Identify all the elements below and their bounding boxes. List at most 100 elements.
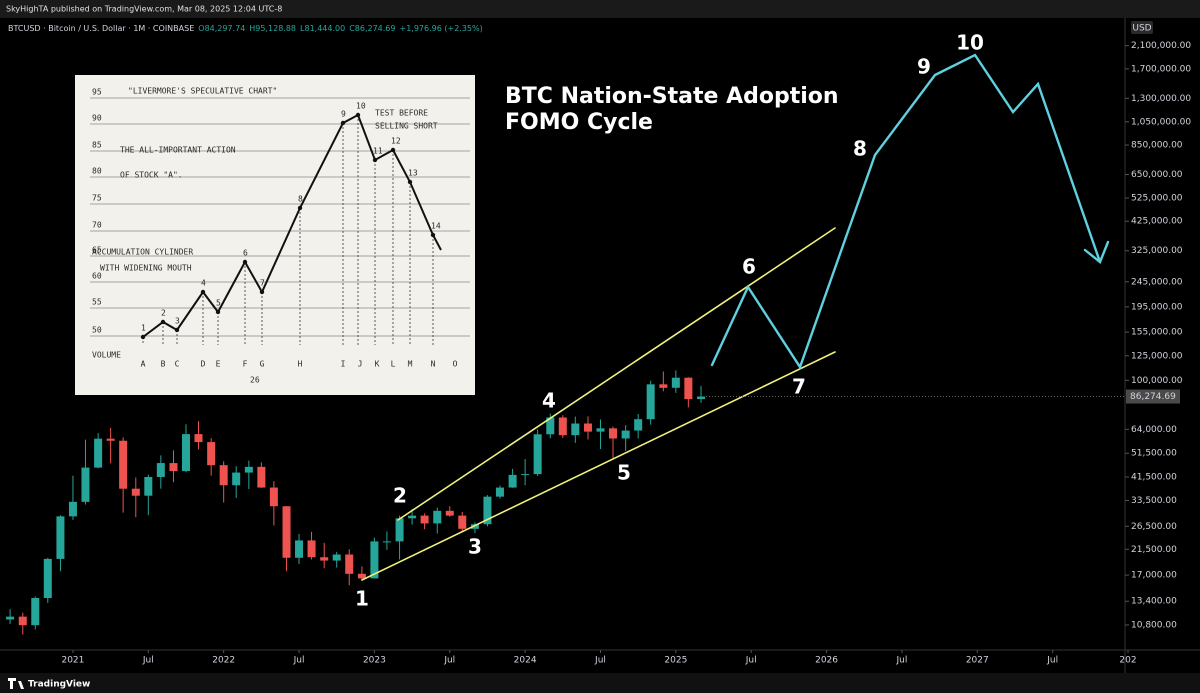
annotations — [361, 53, 1110, 581]
ohlc-value: C86,274.69 — [349, 24, 395, 33]
inset-letter: N — [431, 360, 436, 369]
inset-point — [200, 289, 206, 295]
inset-paper — [75, 75, 475, 395]
currency: USD — [1132, 24, 1151, 34]
inset-level: 75 — [92, 194, 102, 203]
inset-note: ACCUMULATION CYLINDER — [92, 248, 193, 257]
candle-body — [357, 573, 366, 579]
y-tick-label: 10,800.00 — [1131, 620, 1177, 630]
inset-letter: D — [201, 360, 206, 369]
inset-level: 80 — [92, 167, 102, 176]
candle-body — [445, 510, 454, 516]
inset-letter: I — [341, 360, 346, 369]
x-tick-label: Jul — [1046, 656, 1058, 666]
candle-body — [194, 434, 203, 443]
brand-logo — [8, 678, 24, 689]
candle-body — [571, 423, 580, 436]
candle-body — [533, 434, 542, 475]
candle-body — [320, 557, 329, 561]
candle-body — [269, 487, 278, 507]
y-tick-label: 13,400.00 — [1131, 597, 1177, 607]
y-tick-label: 425,000.00 — [1131, 217, 1183, 227]
wave-label: 4 — [542, 389, 556, 413]
bottom-bar — [0, 673, 1200, 693]
wave-label: 5 — [617, 461, 631, 485]
inset-point-label: 13 — [408, 169, 418, 178]
inset-point-label: 1 — [141, 324, 146, 333]
candle-body — [621, 430, 630, 439]
candle-body — [420, 515, 429, 524]
candle-body — [370, 541, 379, 579]
wave-label: 3 — [468, 535, 482, 559]
inset-page: 26 — [250, 376, 260, 385]
candle-body — [495, 487, 504, 497]
candle-body — [119, 440, 128, 489]
y-tick-label: 51,500.00 — [1131, 449, 1177, 459]
inset-point-label: 5 — [216, 299, 221, 308]
y-tick-label: 850,000.00 — [1131, 141, 1183, 151]
candle-body — [697, 396, 706, 400]
inset-note: TEST BEFORE — [375, 109, 428, 118]
inset-letter: K — [375, 360, 380, 369]
candle-body — [81, 467, 90, 502]
x-tick-label: 2021 — [61, 656, 84, 666]
last-price-box — [1126, 389, 1180, 404]
x-tick-label: Jul — [895, 656, 907, 666]
x-tick-label: Jul — [443, 656, 455, 666]
candle-body — [408, 515, 417, 519]
inset-level: 90 — [92, 114, 102, 123]
candle-body — [483, 496, 492, 525]
projection-arrow — [1083, 240, 1110, 264]
inset-note: WITH WIDENING MOUTH — [100, 264, 192, 273]
inset-level: 85 — [92, 141, 102, 150]
inset-point — [259, 289, 265, 295]
inset-level: 70 — [92, 221, 102, 230]
ohlc-value: +1,976.96 (+2.35%) — [400, 24, 483, 33]
candle-body — [207, 442, 216, 466]
y-tick-label: 245,000.00 — [1131, 277, 1183, 287]
inset-letter: L — [391, 360, 396, 369]
inset-letter: C — [175, 360, 180, 369]
inset-title: "LIVERMORE'S SPECULATIVE CHART" — [128, 87, 277, 96]
ohlc-value: O84,297.74 — [198, 24, 245, 33]
x-tick-label: 2027 — [966, 656, 989, 666]
annotation-subtitle: FOMO Cycle — [505, 110, 653, 135]
candle-body — [646, 384, 655, 420]
x-tick-label: 2023 — [363, 656, 386, 666]
candle-body — [596, 428, 605, 432]
y-tick-label: 17,000.00 — [1131, 571, 1177, 581]
inset-letter: A — [141, 360, 146, 369]
candle-body — [232, 472, 241, 486]
candle-body — [470, 524, 479, 529]
inset-point-label: 2 — [161, 309, 166, 318]
inset-point — [340, 120, 346, 126]
candle-body — [18, 616, 27, 626]
y-tick-label: 195,000.00 — [1131, 302, 1183, 312]
wave-label: 6 — [742, 255, 756, 279]
inset-point — [390, 147, 396, 153]
inset-point-label: 7 — [260, 279, 265, 288]
candle-body — [43, 558, 52, 599]
annotation-title: BTC Nation-State Adoption — [505, 84, 839, 109]
inset-letter: J — [358, 360, 363, 369]
inset-note: THE ALL-IMPORTANT ACTION — [120, 146, 236, 155]
wave-label: 7 — [792, 375, 806, 399]
y-tick-label: 1,050,000.00 — [1131, 117, 1191, 127]
candle-body — [6, 616, 15, 620]
y-tick-label: 2,100,000.00 — [1131, 41, 1191, 51]
inset-note: OF STOCK "A". — [120, 171, 183, 180]
y-tick-label: 325,000.00 — [1131, 246, 1183, 256]
candle-body — [608, 428, 617, 439]
y-tick-label: 125,000.00 — [1131, 351, 1183, 361]
candle-body — [433, 510, 442, 524]
inset-point — [372, 157, 378, 163]
wave-label: 1 — [355, 587, 369, 611]
candle-body — [558, 417, 567, 436]
x-tick-label: Jul — [293, 656, 305, 666]
candle-body — [156, 463, 165, 477]
inset-volume: VOLUME — [92, 351, 121, 360]
candle-body — [282, 506, 291, 558]
inset-level: 60 — [92, 272, 102, 281]
inset-letter: G — [260, 360, 265, 369]
